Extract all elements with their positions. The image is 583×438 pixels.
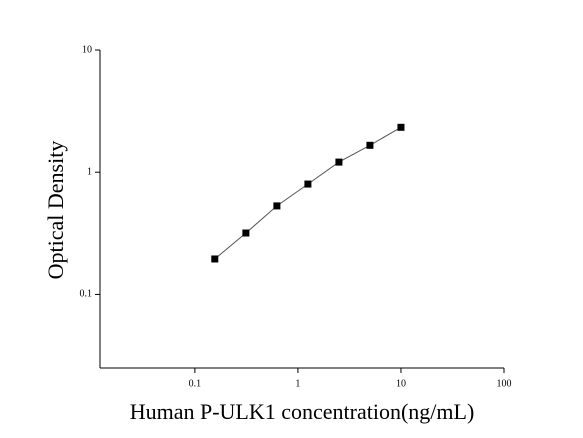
point (242, 229, 250, 237)
x-tick-label: 100 (497, 378, 512, 389)
point (366, 141, 374, 149)
point (211, 255, 219, 263)
x-tick-label: 0.1 (189, 378, 202, 389)
x-tick-label: 1 (295, 378, 300, 389)
y-tick-label: 1 (87, 167, 92, 178)
point (304, 180, 312, 188)
point (335, 158, 343, 166)
x-axis-title: Human P-ULK1 concentration(ng/mL) (130, 399, 475, 424)
y-tick-label: 10 (82, 44, 92, 55)
point (397, 123, 405, 131)
y-axis-title: Optical Density (43, 141, 68, 280)
point (273, 202, 281, 210)
y-tick-label: 0.1 (80, 289, 93, 300)
x-tick-label: 10 (396, 378, 406, 389)
